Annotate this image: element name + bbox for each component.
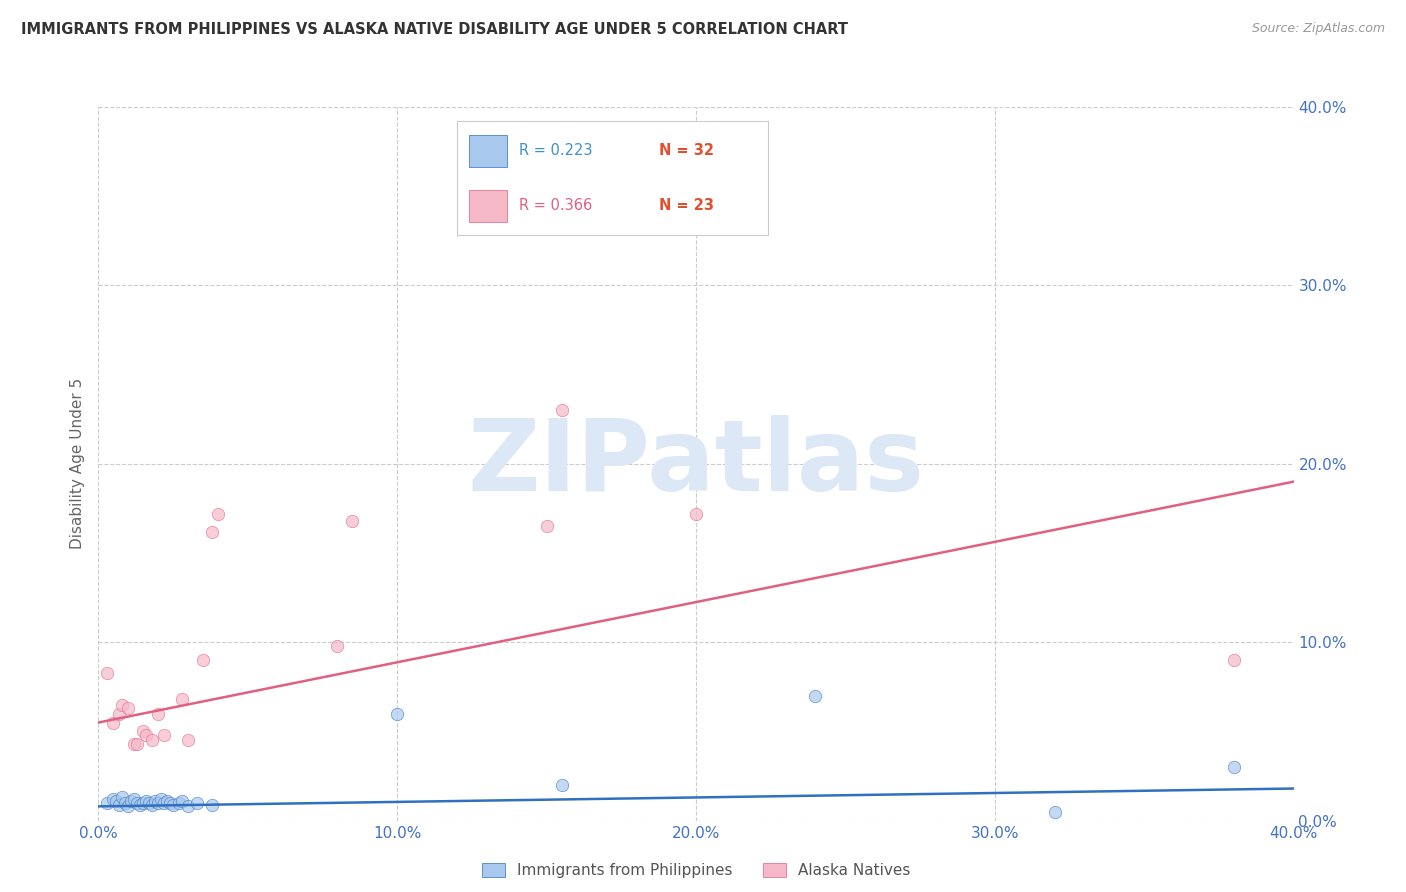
Immigrants from Philippines <box>105 794 128 808</box>
Immigrants from Philippines <box>156 794 179 808</box>
Alaska Natives <box>135 728 157 742</box>
Immigrants from Philippines <box>129 797 152 812</box>
Immigrants from Philippines <box>103 792 125 806</box>
Alaska Natives <box>201 524 224 539</box>
Alaska Natives <box>96 665 118 680</box>
Alaska Natives <box>342 514 364 528</box>
Alaska Natives <box>117 701 139 715</box>
Immigrants from Philippines <box>177 799 200 814</box>
Text: IMMIGRANTS FROM PHILIPPINES VS ALASKA NATIVE DISABILITY AGE UNDER 5 CORRELATION : IMMIGRANTS FROM PHILIPPINES VS ALASKA NA… <box>21 22 848 37</box>
Immigrants from Philippines <box>159 796 181 810</box>
Alaska Natives <box>685 507 707 521</box>
Immigrants from Philippines <box>135 794 157 808</box>
Y-axis label: Disability Age Under 5: Disability Age Under 5 <box>70 378 86 549</box>
Alaska Natives <box>124 737 146 751</box>
Immigrants from Philippines <box>167 796 190 810</box>
Alaska Natives <box>326 639 349 653</box>
Immigrants from Philippines <box>96 796 118 810</box>
Alaska Natives <box>141 733 163 747</box>
Alaska Natives <box>111 698 134 712</box>
Alaska Natives <box>207 507 229 521</box>
Immigrants from Philippines <box>143 794 166 808</box>
Immigrants from Philippines <box>124 792 146 806</box>
Immigrants from Philippines <box>186 796 208 810</box>
Text: ZIPatlas: ZIPatlas <box>468 416 924 512</box>
Immigrants from Philippines <box>385 706 409 721</box>
Immigrants from Philippines <box>153 796 176 810</box>
Immigrants from Philippines <box>804 689 827 703</box>
Immigrants from Philippines <box>201 797 224 812</box>
Immigrants from Philippines <box>141 797 163 812</box>
Immigrants from Philippines <box>120 794 142 808</box>
Alaska Natives <box>103 715 125 730</box>
Immigrants from Philippines <box>111 790 134 805</box>
Alaska Natives <box>127 737 149 751</box>
Alaska Natives <box>1223 653 1246 667</box>
Immigrants from Philippines <box>1223 760 1246 774</box>
Immigrants from Philippines <box>1043 805 1066 819</box>
Immigrants from Philippines <box>127 796 149 810</box>
Immigrants from Philippines <box>114 796 136 810</box>
Immigrants from Philippines <box>132 796 155 810</box>
Immigrants from Philippines <box>117 799 139 814</box>
Alaska Natives <box>550 403 572 417</box>
Alaska Natives <box>191 653 214 667</box>
Alaska Natives <box>148 706 170 721</box>
Alaska Natives <box>172 692 194 706</box>
Alaska Natives <box>177 733 200 747</box>
Immigrants from Philippines <box>550 778 572 792</box>
Legend: Immigrants from Philippines, Alaska Natives: Immigrants from Philippines, Alaska Nati… <box>475 857 917 884</box>
Alaska Natives <box>153 728 176 742</box>
Immigrants from Philippines <box>148 796 170 810</box>
Alaska Natives <box>108 706 131 721</box>
Immigrants from Philippines <box>108 797 131 812</box>
Alaska Natives <box>536 519 558 533</box>
Alaska Natives <box>132 724 155 739</box>
Immigrants from Philippines <box>150 792 173 806</box>
Immigrants from Philippines <box>138 796 160 810</box>
Immigrants from Philippines <box>172 794 194 808</box>
Immigrants from Philippines <box>162 797 184 812</box>
Text: Source: ZipAtlas.com: Source: ZipAtlas.com <box>1251 22 1385 36</box>
